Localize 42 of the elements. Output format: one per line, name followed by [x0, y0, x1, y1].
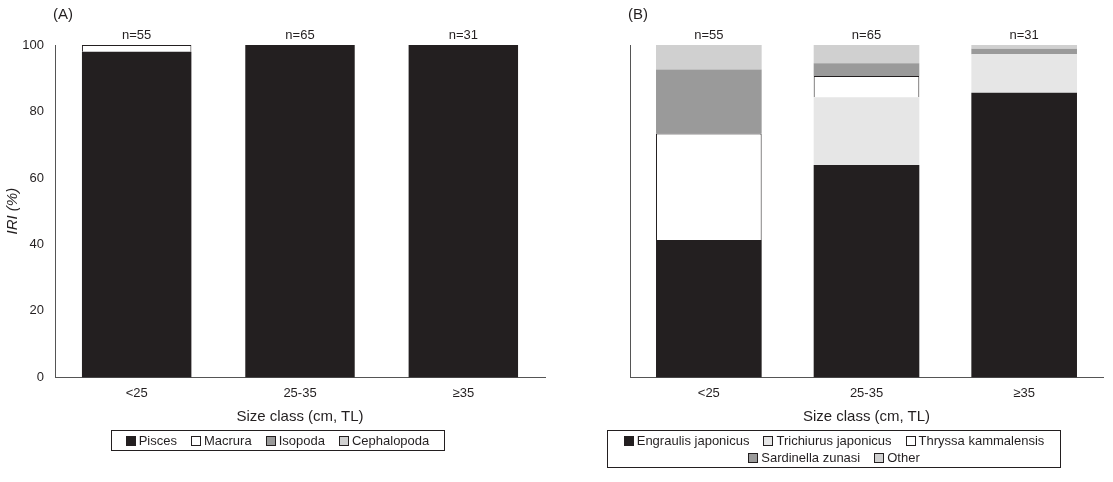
- legend-label: Other: [887, 450, 920, 465]
- x-axis-title: Size class (cm, TL): [802, 407, 931, 425]
- bar: [656, 69, 762, 134]
- legend-label: Cephalopoda: [351, 433, 430, 448]
- bar: [813, 63, 920, 76]
- bar: [971, 54, 1077, 93]
- annotation: n=55: [694, 27, 724, 43]
- annotation: n=55: [122, 27, 152, 43]
- x-tick-label: ≥35: [1013, 384, 1035, 400]
- legend-label: Thryssa kammalensis: [918, 433, 1045, 448]
- y-tick-label: 20: [29, 302, 44, 318]
- y-tick-label: 0: [36, 368, 44, 384]
- x-axis-title: Size class (cm, TL): [236, 407, 364, 425]
- x-tick-label: <25: [697, 384, 720, 400]
- legend-label: Trichiurus japonicus: [776, 433, 892, 448]
- x-tick-label: 25-35: [283, 384, 317, 400]
- x-tick-label: 25-35: [849, 384, 884, 400]
- annotation: n=31: [1009, 27, 1039, 43]
- annotation: n=65: [285, 27, 315, 43]
- legend-label: Engraulis japonicus: [636, 433, 750, 448]
- legend-label: Sardinella zunasi: [761, 450, 861, 465]
- chart-title: (A): [53, 4, 73, 22]
- bar: [813, 97, 920, 165]
- annotation: n=31: [448, 27, 478, 43]
- bar: [813, 45, 920, 64]
- x-tick-label: <25: [125, 384, 148, 400]
- bar: [971, 45, 1077, 49]
- legend-label: Isopoda: [278, 433, 325, 448]
- annotation: n=65: [851, 27, 882, 43]
- bar: [656, 45, 762, 70]
- y-axis-title: IRI (%): [3, 187, 21, 235]
- y-tick-label: 40: [29, 236, 44, 252]
- y-tick-label: 100: [22, 36, 44, 52]
- bar: [813, 165, 920, 378]
- chart-title: (B): [628, 4, 648, 22]
- bar: [971, 92, 1077, 378]
- legend-label: Pisces: [138, 433, 177, 448]
- y-tick-label: 60: [29, 169, 44, 185]
- legend-label: Macrura: [203, 433, 252, 448]
- x-tick-label: ≥35: [452, 384, 475, 400]
- bar: [656, 240, 762, 378]
- y-tick-label: 80: [29, 103, 44, 119]
